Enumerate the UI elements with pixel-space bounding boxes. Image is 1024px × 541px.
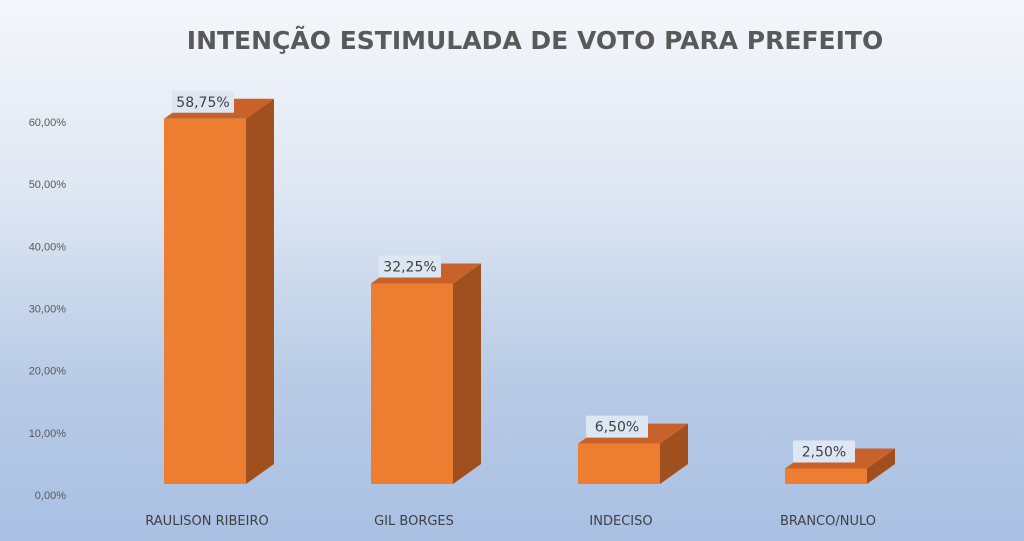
bars-group: 58,75% 32,25% 6,50% 2,50% [164,90,895,484]
bar-side-face [246,98,274,484]
bar: 2,50% [785,440,895,484]
bar-front-face [578,443,660,484]
x-category-label: INDECISO [589,514,652,529]
bar: 58,75% [164,90,274,484]
chart-title: INTENÇÃO ESTIMULADA DE VOTO PARA PREFEIT… [187,26,883,55]
data-label-box [793,440,855,463]
data-label: 32,25% [383,260,436,276]
x-category-label: RAULISON RIBEIRO [145,514,268,529]
y-tick-label: 0,00% [35,490,66,502]
bar: 32,25% [371,255,481,484]
data-label: 58,75% [176,95,229,111]
bar: 6,50% [578,415,688,484]
data-label: 2,50% [802,444,846,460]
bar-side-face [660,423,688,484]
x-category-label: BRANCO/NULO [780,514,876,529]
y-tick-label: 20,00% [29,366,67,378]
y-tick-label: 10,00% [29,428,67,440]
y-axis: 0,00% 10,00% 20,00% 30,00% 40,00% 50,00% 60,00… [29,117,67,502]
data-label-box [172,90,234,113]
data-label-box [586,415,648,438]
y-tick-label: 50,00% [29,179,67,191]
bar-side-face [867,448,895,484]
y-tick-label: 30,00% [29,304,67,316]
y-tick-label: 40,00% [29,241,67,253]
bar-front-face [371,283,453,484]
y-tick-label: 60,00% [29,117,67,129]
data-label-box [379,255,441,278]
x-axis: RAULISON RIBEIRO GIL BORGES INDECISO BRANCO… [145,514,876,529]
x-category-label: GIL BORGES [374,514,454,529]
bar-side-face [453,263,481,484]
data-label: 6,50% [595,420,639,436]
bar-front-face [164,118,246,484]
bar-front-face [785,468,867,484]
